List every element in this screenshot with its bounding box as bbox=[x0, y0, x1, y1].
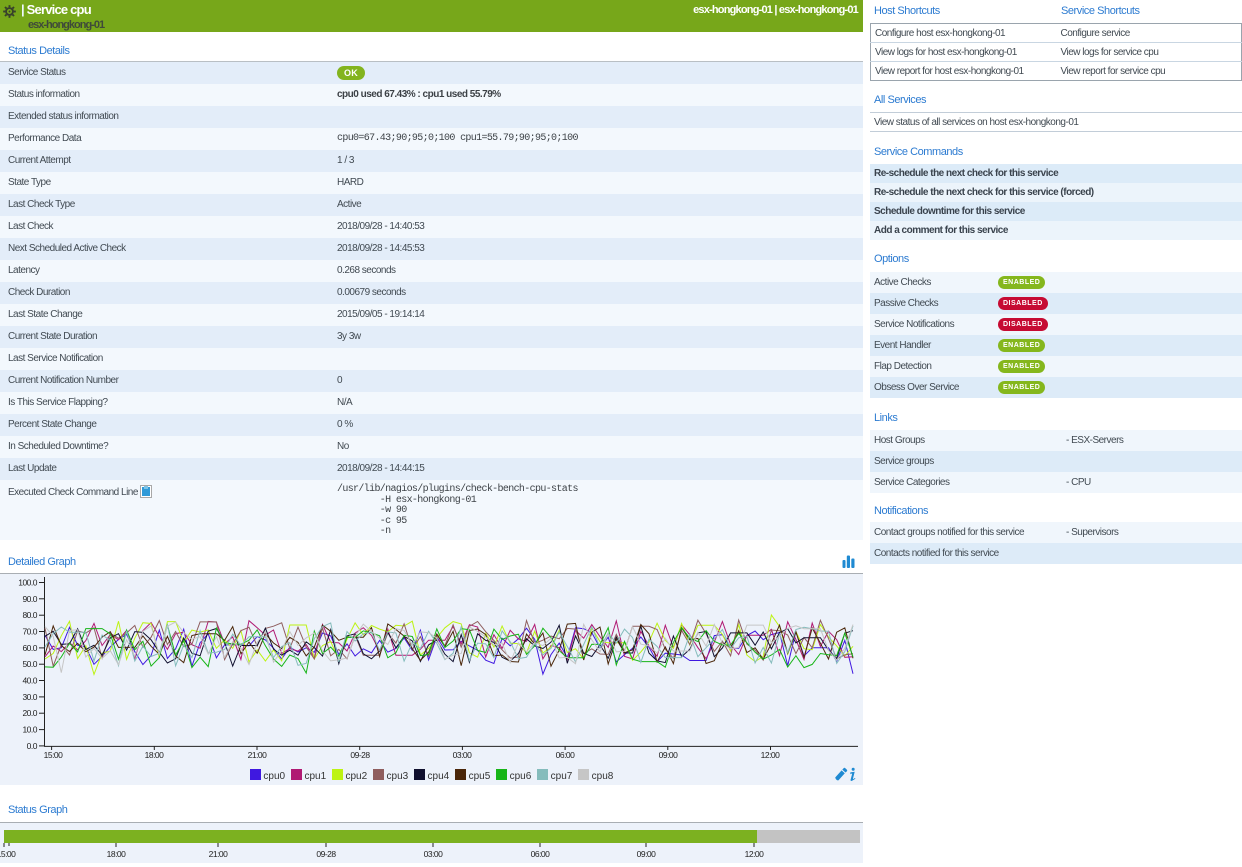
svg-text:60.0: 60.0 bbox=[22, 642, 37, 652]
svg-text:100.0: 100.0 bbox=[18, 577, 38, 587]
svg-text:50.0: 50.0 bbox=[22, 659, 37, 669]
svg-text:12:00: 12:00 bbox=[761, 750, 781, 760]
svg-text:18:00: 18:00 bbox=[145, 750, 165, 760]
svg-text:03:00: 03:00 bbox=[424, 849, 444, 859]
svg-text:06:00: 06:00 bbox=[556, 750, 576, 760]
svg-text:09:00: 09:00 bbox=[637, 849, 657, 859]
svg-text:15:00: 15:00 bbox=[44, 750, 64, 760]
svg-text:03:00: 03:00 bbox=[453, 750, 473, 760]
svg-text:20.0: 20.0 bbox=[22, 708, 37, 718]
svg-text:70.0: 70.0 bbox=[22, 626, 37, 636]
svg-text:09-28: 09-28 bbox=[350, 750, 370, 760]
svg-text:12:00: 12:00 bbox=[745, 849, 765, 859]
svg-text:0.0: 0.0 bbox=[27, 740, 38, 750]
svg-text:80.0: 80.0 bbox=[22, 610, 37, 620]
svg-text:09-28: 09-28 bbox=[316, 849, 336, 859]
svg-text:40.0: 40.0 bbox=[22, 675, 37, 685]
svg-text:09:00: 09:00 bbox=[659, 750, 679, 760]
svg-text:10.0: 10.0 bbox=[22, 724, 37, 734]
svg-text:06:00: 06:00 bbox=[531, 849, 551, 859]
svg-text:21:00: 21:00 bbox=[209, 849, 229, 859]
svg-text:30.0: 30.0 bbox=[22, 691, 37, 701]
svg-text:15:00: 15:00 bbox=[0, 849, 16, 859]
svg-text:90.0: 90.0 bbox=[22, 593, 37, 603]
svg-text:18:00: 18:00 bbox=[107, 849, 127, 859]
svg-text:21:00: 21:00 bbox=[248, 750, 268, 760]
